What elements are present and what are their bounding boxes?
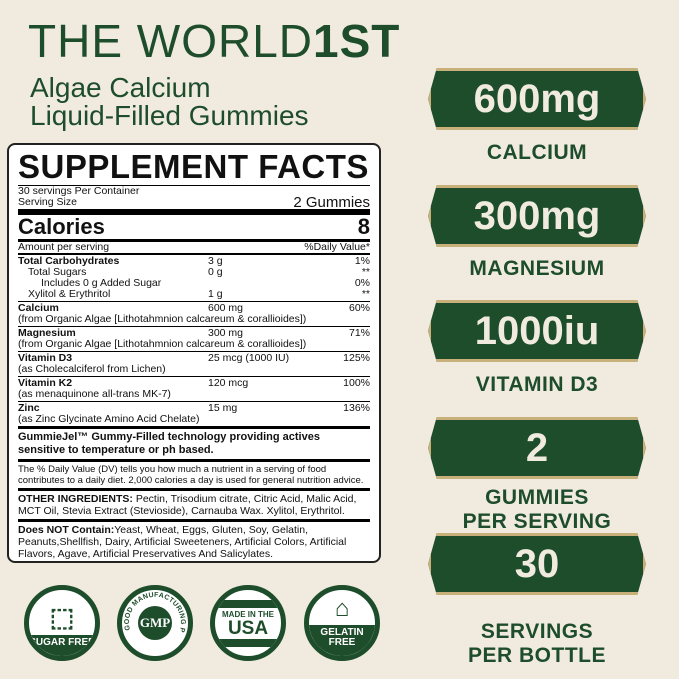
badge-label: VITAMIN D3	[475, 373, 599, 396]
badge-value: 300mg	[428, 185, 646, 247]
nutrient-dv: **	[361, 266, 370, 278]
icon-text: GMP	[138, 606, 172, 640]
badge-value: 2	[428, 417, 646, 479]
nutrient-name: Vitamin D3	[18, 352, 73, 364]
nutrient-dv: 71%	[348, 327, 370, 339]
nutrient-amount	[208, 278, 320, 289]
nutrient-dv: 60%	[348, 302, 370, 314]
servings-per-container: 30 servings Per Container	[18, 185, 140, 197]
nutrient-name: Vitamin K2	[18, 377, 73, 389]
subtitle-2: Liquid-Filled Gummies	[30, 100, 309, 131]
label-title: SUPPLEMENT FACTS	[18, 148, 370, 186]
dv-note: The % Daily Value (DV) tells you how muc…	[18, 462, 370, 491]
nutrient-name: Zinc	[18, 402, 40, 414]
nutrient-dv: 0%	[354, 277, 370, 289]
nutrient-row: Vitamin K2 120 mcg 100% (as menaquinone all…	[18, 377, 370, 402]
subtitle-1: Algae Calcium	[30, 72, 211, 103]
other-ingredients-label: OTHER INGREDIENTS:	[18, 493, 133, 505]
nutrient-amount: 0 g	[208, 266, 223, 278]
badge-value: 600mg	[428, 68, 646, 130]
nutrient-name: Calcium	[18, 302, 59, 314]
nutrient-amount: 120 mcg	[208, 377, 249, 389]
badge-value: 1000iu	[428, 300, 646, 362]
nutrient-dv: 125%	[343, 352, 370, 364]
nutrient-row: Calcium 600 mg 60% (from Organic Algae [Lit…	[18, 302, 370, 327]
amount-header: Amount per serving	[18, 241, 110, 253]
calories-label: Calories	[18, 214, 105, 239]
nutrient-name: Total Sugars	[28, 266, 87, 278]
tech-note: GummieJel™ Gummy-Filled technology provi…	[18, 427, 370, 462]
nutrient-amount: 300 mg	[208, 327, 244, 339]
nutrient-name: Includes 0 g Added Sugar	[41, 277, 162, 289]
nutrient-detail: (from Organic Algae [Lithotahmnion calca…	[18, 313, 307, 325]
nutrient-amount: 600 mg	[208, 302, 244, 314]
carbs-block: Total Carbohydrates 3 g 1% Total Sugars 0 g…	[18, 255, 370, 302]
icon-text: GELATIN FREE	[309, 625, 375, 656]
badge-value: 30	[428, 533, 646, 595]
calories-value: 8	[357, 214, 370, 239]
nutrient-dv: 136%	[343, 402, 370, 414]
dv-header: %Daily Value*	[304, 241, 370, 253]
serving-size-label: Serving Size	[18, 196, 77, 208]
other-ingredients: Pectin, Trisodium citrate, Citric Acid, …	[18, 493, 357, 517]
icon-text-top: MADE IN THE	[215, 599, 281, 619]
nutrient-detail: (as Zinc Glycinate Amino Acid Chelate)	[18, 413, 200, 425]
supplement-facts-label: SUPPLEMENT FACTS 30 servings Per Contain…	[7, 143, 381, 563]
nutrient-amount: 25 mcg (1000 IU)	[208, 352, 290, 364]
nutrient-name: Total Carbohydrates	[18, 255, 120, 267]
nutrient-name: Magnesium	[18, 327, 76, 339]
nutrient-detail: (from Organic Algae [Lithotahmnion calca…	[18, 338, 307, 350]
icon-text: SUGAR FREE	[29, 635, 95, 656]
headline-text: THE WORLD	[28, 15, 313, 67]
badge-label: GUMMIES PER SERVING	[462, 486, 612, 533]
sugar-free-icon: ⬚ SUGAR FREE	[24, 585, 100, 661]
nutrient-row: Magnesium 300 mg 71% (from Organic Algae [L…	[18, 327, 370, 352]
nutrient-row: Zinc 15 mg 136% (as Zinc Glycinate Amino Ac…	[18, 402, 370, 427]
nutrient-amount: 1 g	[208, 288, 223, 300]
nutrient-dv: 1%	[354, 255, 370, 267]
badge-label: CALCIUM	[486, 141, 588, 164]
nutrient-dv: 100%	[343, 377, 370, 389]
badge-label: SERVINGS PER BOTTLE	[467, 620, 606, 667]
nutrient-name: Xylitol & Erythritol	[28, 288, 111, 300]
badge-label: MAGNESIUM	[469, 257, 605, 280]
gmp-icon: GOOD MANUFACTURING PRACTICE GMP	[117, 585, 193, 661]
gelatin-free-icon: ⌂ GELATIN FREE	[304, 585, 380, 661]
nutrient-row: Vitamin D3 25 mcg (1000 IU) 125% (as Cholec…	[18, 352, 370, 377]
nutrient-detail: (as Cholecalciferol from Lichen)	[18, 363, 166, 375]
icon-text: USA	[215, 618, 281, 647]
headline-first: 1ST	[313, 15, 401, 67]
made-in-usa-icon: MADE IN THE USA	[210, 585, 286, 661]
nutrient-detail: (as menaquinone all-trans MK-7)	[18, 388, 171, 400]
nutrient-dv: **	[361, 288, 370, 300]
does-not-contain-label: Does NOT Contain:	[18, 524, 115, 536]
serving-size: 2 Gummies	[293, 194, 370, 211]
nutrient-amount: 3 g	[208, 255, 223, 267]
headline: THE WORLD1ST	[28, 14, 400, 68]
does-not-contain: Yeast, Wheat, Eggs, Gluten, Soy, Gelatin…	[18, 524, 347, 560]
nutrient-amount: 15 mg	[208, 402, 238, 414]
